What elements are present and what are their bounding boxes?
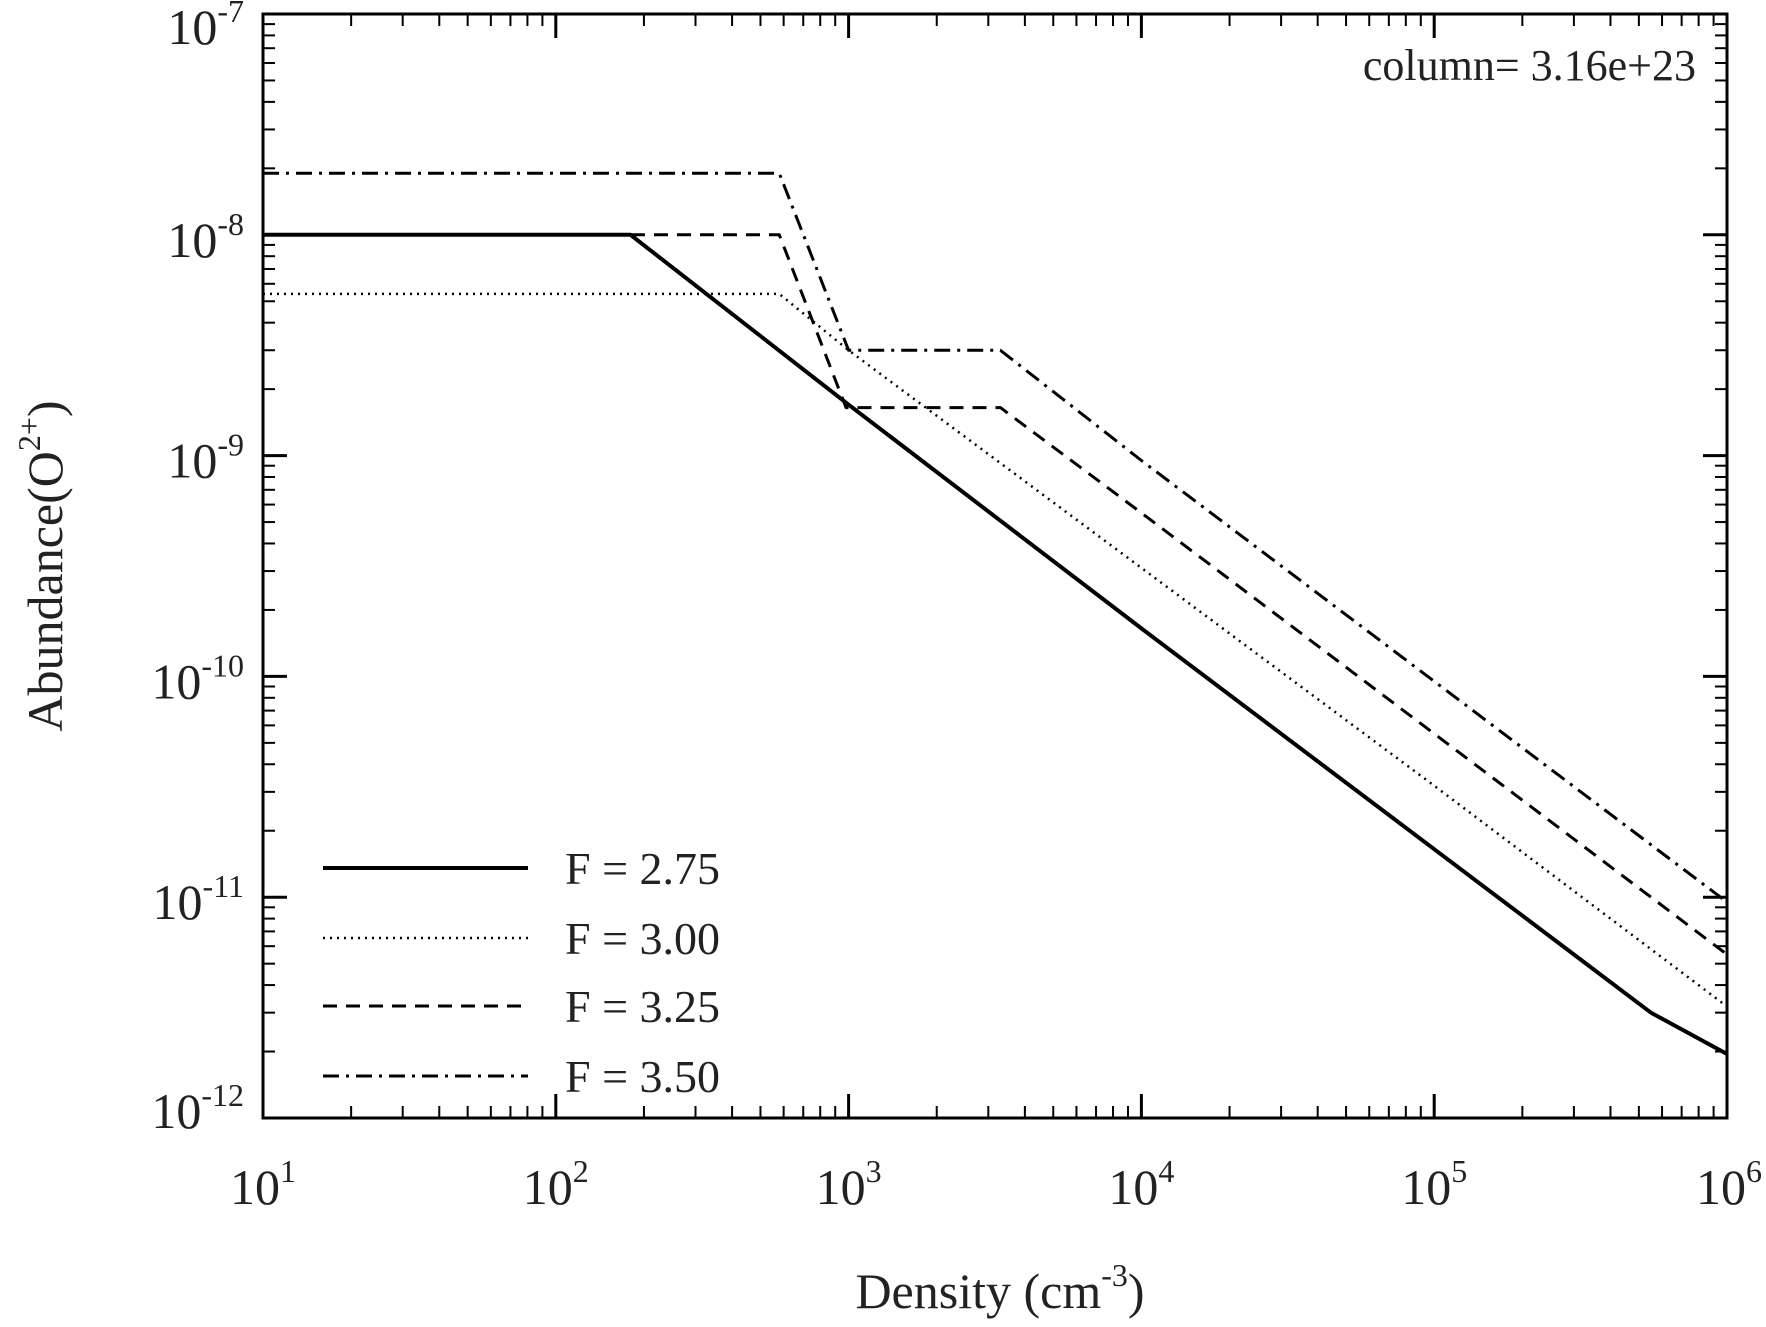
x-axis-title-main: Density (cm: [855, 1263, 1101, 1319]
y-tick-label: 10-8: [167, 206, 244, 268]
x-tick-base: 10: [230, 1159, 280, 1215]
x-tick-labels: 101 102 103 104 105 106: [230, 1153, 1762, 1215]
x-tick-base: 10: [1108, 1159, 1158, 1215]
y-tick-exp: -8: [217, 206, 244, 242]
major-ticks: [261, 12, 1729, 1120]
y-tick-base: 10: [153, 874, 203, 930]
x-tick-label: 101: [230, 1153, 296, 1215]
plot-frame: [261, 12, 1729, 1120]
series-line-0: [263, 232, 1728, 1056]
x-tick-label: 103: [816, 1153, 882, 1215]
x-tick-base: 10: [523, 1159, 573, 1215]
series-line-1: [263, 292, 1728, 1008]
legend-label-0: F = 2.75: [565, 843, 720, 894]
y-tick-exp: -10: [201, 647, 244, 683]
x-tick-base: 10: [1696, 1159, 1746, 1215]
x-tick-exp: 3: [866, 1153, 882, 1189]
x-tick-exp: 1: [280, 1153, 296, 1189]
x-tick-label: 106: [1696, 1153, 1762, 1215]
y-tick-base: 10: [151, 653, 201, 709]
x-axis-title: Density (cm-3): [855, 1257, 1144, 1319]
x-tick-label: 102: [523, 1153, 589, 1215]
legend: F = 2.75 F = 3.00 F = 3.25 F = 3.50: [323, 843, 720, 1102]
y-axis-title-main: Abundance(O: [17, 451, 73, 731]
series-line-3: [263, 171, 1728, 904]
y-tick-base: 10: [167, 0, 217, 55]
y-tick-label: 10-7: [167, 0, 244, 55]
y-tick-base: 10: [151, 1083, 201, 1139]
y-tick-exp: -11: [203, 868, 244, 904]
y-axis-title-sup: 2+: [11, 417, 47, 451]
y-tick-exp: -12: [201, 1077, 244, 1113]
x-tick-exp: 5: [1451, 1153, 1467, 1189]
column-annotation: column= 3.16e+23: [1363, 41, 1696, 90]
x-axis-title-close: ): [1128, 1263, 1145, 1319]
series-line-2: [263, 233, 1728, 956]
y-tick-label: 10-12: [151, 1077, 244, 1139]
x-tick-base: 10: [816, 1159, 866, 1215]
x-tick-label: 104: [1108, 1153, 1174, 1215]
y-tick-label: 10-10: [151, 647, 244, 709]
x-tick-base: 10: [1401, 1159, 1451, 1215]
x-tick-exp: 4: [1158, 1153, 1174, 1189]
legend-label-2: F = 3.25: [565, 981, 720, 1032]
y-tick-exp: -7: [217, 0, 244, 29]
y-tick-exp: -9: [217, 427, 244, 463]
y-tick-label: 10-9: [167, 427, 244, 489]
legend-label-3: F = 3.50: [565, 1051, 720, 1102]
y-axis-title: Abundance(O2+): [11, 400, 73, 731]
series-layer: [263, 171, 1728, 1056]
y-tick-label: 10-11: [153, 868, 244, 930]
y-tick-base: 10: [167, 433, 217, 489]
x-tick-exp: 2: [573, 1153, 589, 1189]
minor-ticks: [263, 14, 1727, 1118]
y-axis-title-close: ): [17, 400, 73, 417]
y-tick-base: 10: [167, 212, 217, 268]
x-axis-title-sup: -3: [1101, 1257, 1128, 1293]
legend-label-1: F = 3.00: [565, 913, 720, 964]
x-tick-exp: 6: [1746, 1153, 1762, 1189]
x-tick-label: 105: [1401, 1153, 1467, 1215]
